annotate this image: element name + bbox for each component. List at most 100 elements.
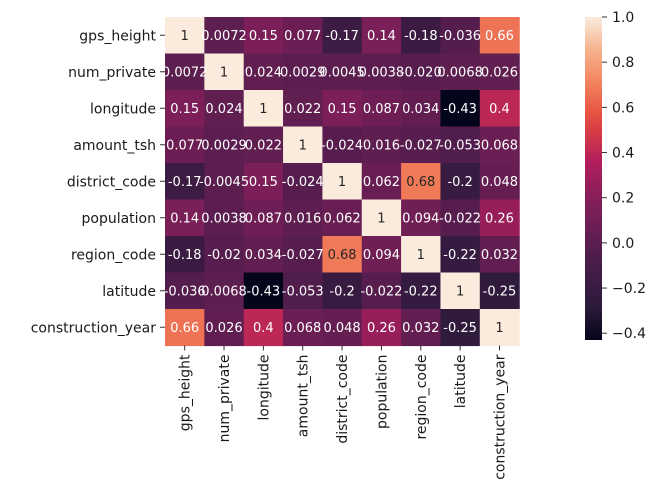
- heatmap-cell: [165, 272, 205, 310]
- x-tick-label: region_code: [414, 355, 430, 440]
- cell-annotation: -0.027: [282, 248, 324, 263]
- cell-annotation: 1: [456, 284, 464, 299]
- heatmap-cell: [204, 163, 245, 201]
- colorbar-tick-label: −0.4: [612, 326, 646, 342]
- y-tick-label: region_code: [71, 247, 156, 263]
- cell-annotation: 0.026: [481, 65, 518, 80]
- cell-annotation: 0.15: [328, 102, 357, 117]
- heatmap-cell: [165, 90, 205, 128]
- heatmap-cell: [440, 199, 481, 237]
- cell-annotation: 1: [495, 321, 503, 336]
- heatmap-cell: [283, 309, 323, 347]
- heatmap-cell: [361, 17, 402, 55]
- cell-annotation: -0.020: [400, 65, 442, 80]
- x-tick-label: longitude: [256, 355, 272, 421]
- colorbar-gradient: [585, 17, 602, 340]
- cell-annotation: 0.0072: [201, 29, 247, 44]
- heatmap-cell: [243, 309, 284, 347]
- heatmap-cell: [165, 309, 205, 347]
- heatmap-cell: [401, 90, 442, 128]
- colorbar-tick-label: −0.2: [612, 281, 646, 297]
- cell-annotation: -0.43: [443, 102, 477, 117]
- cell-annotation: 0.032: [481, 248, 518, 263]
- cell-annotation: -0.024: [321, 138, 363, 153]
- heatmap-cell: [361, 199, 402, 237]
- cell-annotation: -0.036: [439, 29, 481, 44]
- heatmap-cell: [322, 126, 363, 164]
- cell-annotation: 0.087: [363, 102, 400, 117]
- cell-annotation: -0.022: [360, 284, 402, 299]
- cell-annotation: 0.062: [323, 211, 360, 226]
- cell-annotation: 0.034: [245, 248, 282, 263]
- cell-annotation: 0.077: [166, 138, 203, 153]
- heatmap-cell: [243, 236, 284, 274]
- cell-annotation: 0.094: [363, 248, 400, 263]
- cell-annotation: 1: [417, 248, 425, 263]
- cell-annotation: 0.14: [170, 211, 199, 226]
- heatmap-cell: [204, 90, 245, 128]
- cell-annotation: 0.068: [481, 138, 518, 153]
- cell-annotation: 0.15: [170, 102, 199, 117]
- heatmap-cell: [322, 272, 363, 310]
- cell-annotation: 0.024: [205, 102, 242, 117]
- heatmap-cell: [401, 163, 442, 201]
- heatmap-cell: [479, 309, 520, 347]
- heatmap-cell: [479, 17, 520, 55]
- heatmap-cell: [322, 163, 363, 201]
- cell-annotation: 0.016: [284, 211, 321, 226]
- heatmap-cells: [165, 17, 520, 347]
- heatmap-cell: [401, 17, 442, 55]
- cell-annotation: 1: [299, 138, 307, 153]
- y-tick-label: construction_year: [31, 320, 157, 336]
- heatmap-cell: [204, 126, 245, 164]
- colorbar-tick-label: 0.2: [612, 191, 634, 207]
- heatmap-cell: [440, 163, 481, 201]
- heatmap-cell: [401, 53, 442, 91]
- colorbar-tick-label: 0.4: [612, 146, 634, 162]
- heatmap-cell: [283, 90, 323, 128]
- heatmap-cell: [440, 309, 481, 347]
- heatmap-cell: [401, 236, 442, 274]
- cell-annotation: 0.0072: [162, 65, 208, 80]
- cell-annotation: -0.25: [443, 321, 477, 336]
- heatmap-cell: [361, 53, 402, 91]
- heatmap-cell: [243, 53, 284, 91]
- cell-annotation: -0.02: [207, 248, 241, 263]
- cell-annotation: 0.087: [245, 211, 282, 226]
- heatmap-cell: [165, 163, 205, 201]
- cell-annotation: 0.14: [367, 29, 396, 44]
- cell-annotations: 1 0.0072 0.15 0.077 -0.17 0.14 -0.18 -0.036 0.66…: [162, 29, 518, 336]
- cell-annotation: -0.18: [168, 248, 202, 263]
- x-axis: gps_height num_private longitude amount_tsh…: [178, 345, 508, 480]
- colorbar-tick-label: 0.0: [612, 236, 634, 252]
- cell-annotation: -0.22: [443, 248, 477, 263]
- heatmap-cell: [440, 272, 481, 310]
- heatmap-cell: [361, 236, 402, 274]
- cell-annotation: -0.053: [282, 284, 324, 299]
- heatmap-cell: [204, 53, 245, 91]
- cell-annotation: -0.024: [282, 175, 324, 190]
- cell-annotation: -0.053: [439, 138, 481, 153]
- heatmap-cell: [479, 126, 520, 164]
- heatmap-cell: [165, 17, 205, 55]
- y-tick-label: num_private: [68, 65, 156, 81]
- colorbar-tick-label: 0.8: [612, 55, 634, 71]
- heatmap-cell: [361, 126, 402, 164]
- cell-annotation: 0.15: [249, 29, 278, 44]
- x-tick-label: latitude: [453, 355, 469, 409]
- cell-annotation: 0.68: [328, 248, 357, 263]
- cell-annotation: 0.026: [205, 321, 242, 336]
- heatmap-cell: [479, 199, 520, 237]
- heatmap-cell: [165, 199, 205, 237]
- cell-annotation: -0.027: [400, 138, 442, 153]
- cell-annotation: 0.0029: [280, 65, 326, 80]
- heatmap-cell: [479, 163, 520, 201]
- heatmap-cell: [204, 199, 245, 237]
- cell-annotation: 0.024: [245, 65, 282, 80]
- heatmap-cell: [322, 90, 363, 128]
- cell-annotation: -0.17: [168, 175, 202, 190]
- cell-annotation: 0.022: [245, 138, 282, 153]
- cell-annotation: 0.66: [485, 29, 514, 44]
- heatmap-cell: [361, 272, 402, 310]
- heatmap-cell: [243, 163, 284, 201]
